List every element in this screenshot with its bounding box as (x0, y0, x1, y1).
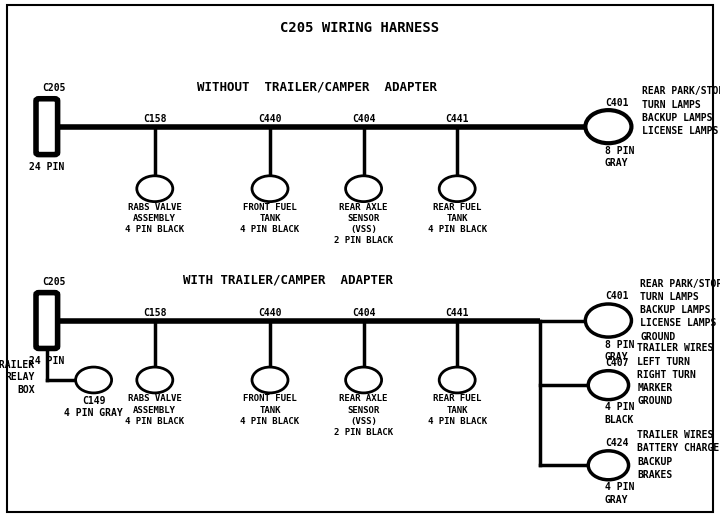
Text: C404: C404 (352, 308, 375, 318)
Text: C401: C401 (605, 292, 629, 301)
Circle shape (252, 176, 288, 202)
Text: C440: C440 (258, 308, 282, 318)
FancyBboxPatch shape (36, 293, 58, 348)
Text: FRONT FUEL
TANK
4 PIN BLACK: FRONT FUEL TANK 4 PIN BLACK (240, 394, 300, 425)
Text: C404: C404 (352, 114, 375, 124)
Text: C205 WIRING HARNESS: C205 WIRING HARNESS (280, 21, 440, 36)
Circle shape (585, 110, 631, 143)
Text: REAR PARK/STOP
TURN LAMPS
BACKUP LAMPS
LICENSE LAMPS: REAR PARK/STOP TURN LAMPS BACKUP LAMPS L… (642, 86, 720, 136)
Text: WITH TRAILER/CAMPER  ADAPTER: WITH TRAILER/CAMPER ADAPTER (183, 274, 393, 287)
FancyBboxPatch shape (36, 99, 58, 155)
Text: WITHOUT  TRAILER/CAMPER  ADAPTER: WITHOUT TRAILER/CAMPER ADAPTER (197, 80, 437, 93)
Text: RABS VALVE
ASSEMBLY
4 PIN BLACK: RABS VALVE ASSEMBLY 4 PIN BLACK (125, 394, 184, 425)
Text: C149
4 PIN GRAY: C149 4 PIN GRAY (64, 396, 123, 418)
Text: C424: C424 (605, 438, 629, 448)
Text: REAR AXLE
SENSOR
(VSS)
2 PIN BLACK: REAR AXLE SENSOR (VSS) 2 PIN BLACK (334, 203, 393, 246)
Text: 8 PIN
GRAY: 8 PIN GRAY (605, 340, 634, 362)
Circle shape (439, 176, 475, 202)
Text: TRAILER WIRES
LEFT TURN
RIGHT TURN
MARKER
GROUND: TRAILER WIRES LEFT TURN RIGHT TURN MARKE… (637, 343, 714, 406)
Text: TRAILER
RELAY
BOX: TRAILER RELAY BOX (0, 360, 35, 395)
Circle shape (137, 176, 173, 202)
Text: REAR FUEL
TANK
4 PIN BLACK: REAR FUEL TANK 4 PIN BLACK (428, 394, 487, 425)
Text: C401: C401 (605, 98, 629, 108)
Text: 4 PIN
GRAY: 4 PIN GRAY (605, 482, 634, 505)
Circle shape (585, 304, 631, 337)
Text: C407: C407 (605, 358, 629, 368)
Circle shape (137, 367, 173, 393)
Text: 8 PIN
GRAY: 8 PIN GRAY (605, 146, 634, 168)
Circle shape (346, 176, 382, 202)
Circle shape (588, 371, 629, 400)
Circle shape (439, 367, 475, 393)
Text: 24 PIN: 24 PIN (30, 356, 64, 366)
Circle shape (588, 451, 629, 480)
Text: 24 PIN: 24 PIN (30, 162, 64, 172)
Text: C205: C205 (42, 83, 66, 93)
Text: C158: C158 (143, 308, 166, 318)
Circle shape (252, 367, 288, 393)
Text: TRAILER WIRES
BATTERY CHARGE
BACKUP
BRAKES: TRAILER WIRES BATTERY CHARGE BACKUP BRAK… (637, 430, 719, 480)
Text: C205: C205 (42, 277, 66, 287)
Text: REAR FUEL
TANK
4 PIN BLACK: REAR FUEL TANK 4 PIN BLACK (428, 203, 487, 234)
Text: RABS VALVE
ASSEMBLY
4 PIN BLACK: RABS VALVE ASSEMBLY 4 PIN BLACK (125, 203, 184, 234)
Text: C441: C441 (446, 114, 469, 124)
Text: REAR PARK/STOP
TURN LAMPS
BACKUP LAMPS
LICENSE LAMPS
GROUND: REAR PARK/STOP TURN LAMPS BACKUP LAMPS L… (640, 279, 720, 342)
Circle shape (346, 367, 382, 393)
Text: REAR AXLE
SENSOR
(VSS)
2 PIN BLACK: REAR AXLE SENSOR (VSS) 2 PIN BLACK (334, 394, 393, 437)
Text: C441: C441 (446, 308, 469, 318)
Text: 4 PIN
BLACK: 4 PIN BLACK (605, 402, 634, 424)
Circle shape (76, 367, 112, 393)
Text: C440: C440 (258, 114, 282, 124)
Text: C158: C158 (143, 114, 166, 124)
Text: FRONT FUEL
TANK
4 PIN BLACK: FRONT FUEL TANK 4 PIN BLACK (240, 203, 300, 234)
